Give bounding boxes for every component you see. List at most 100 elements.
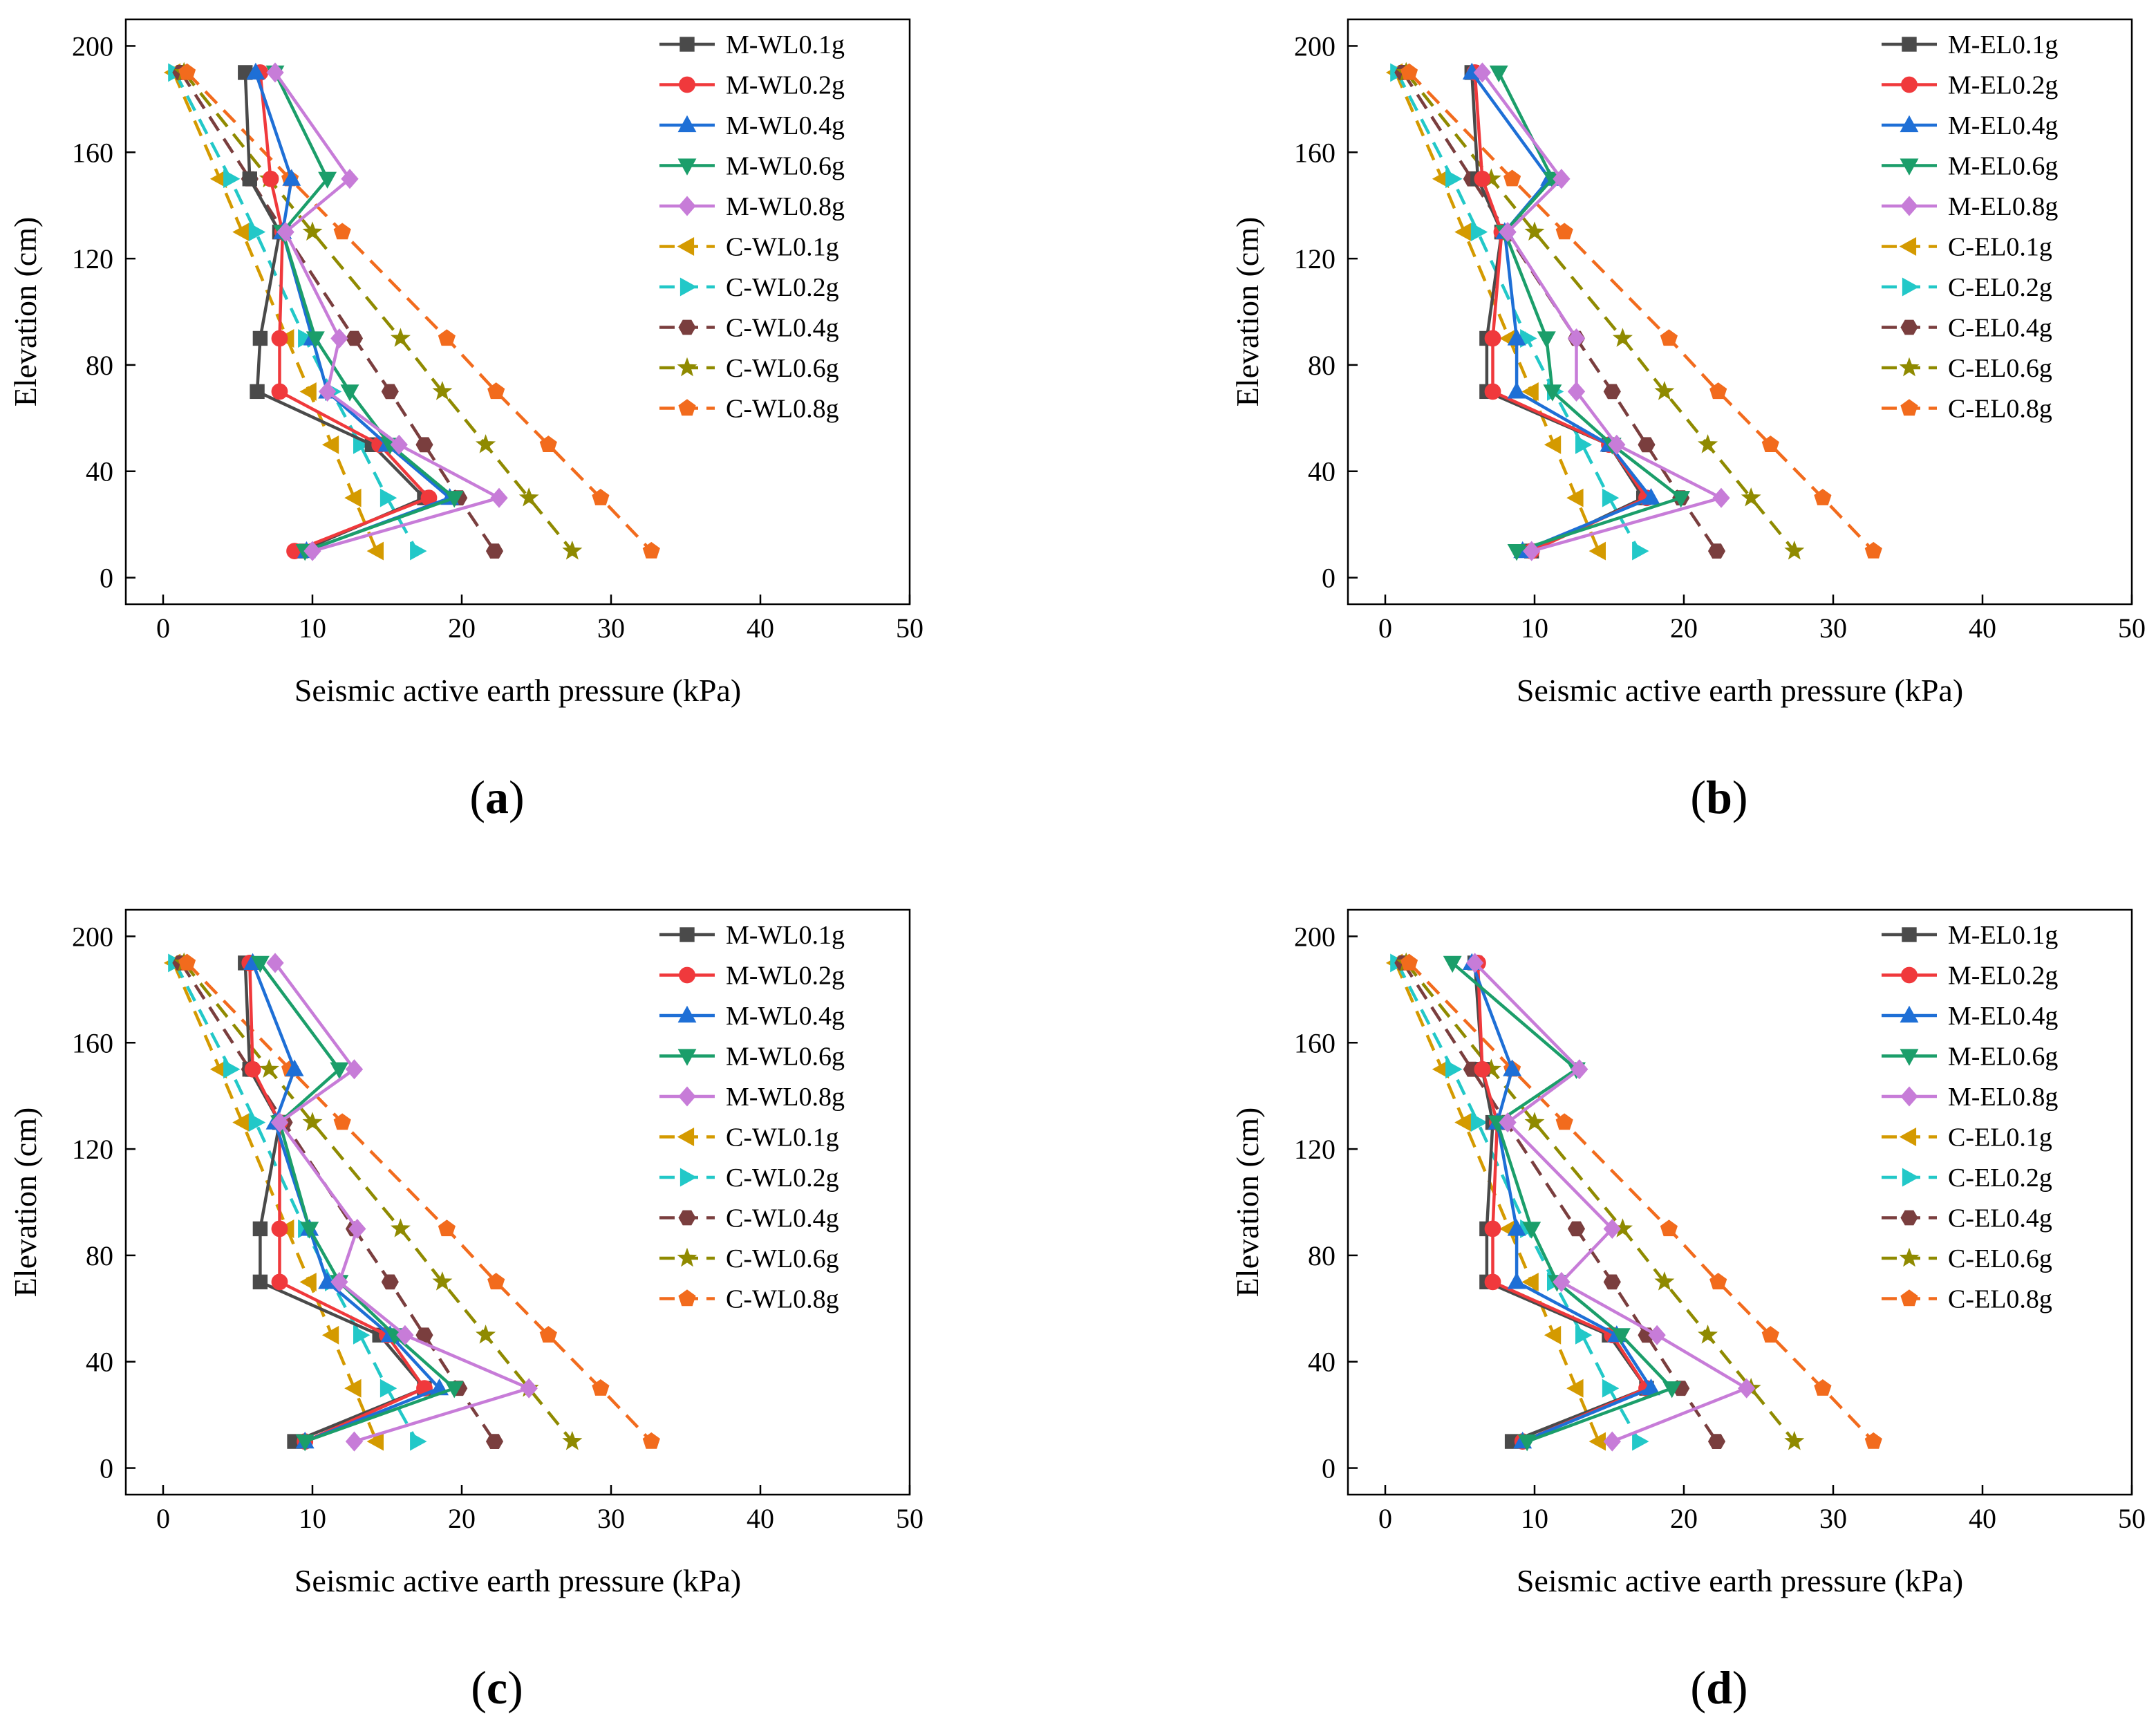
data-point (642, 1432, 660, 1449)
series-C-EL0.8g (1400, 63, 1882, 559)
series-C-EL0.4g (1394, 955, 1726, 1449)
legend-item: C-EL0.8g (1882, 1285, 2052, 1314)
legend-item: M-EL0.6g (1882, 152, 2058, 181)
data-point (1632, 541, 1649, 561)
legend-marker (1900, 115, 1919, 133)
data-point (1814, 488, 1832, 505)
data-point (1632, 1432, 1649, 1451)
data-point (642, 541, 660, 559)
legend-label: C-EL0.2g (1948, 273, 2052, 302)
legend-label: C-WL0.2g (726, 1163, 839, 1193)
data-point (318, 381, 337, 402)
legend: M-WL0.1g M-WL0.2g M-WL0.4g M-WL0.6g M-WL0.8g… (659, 30, 845, 424)
series-line (274, 962, 531, 1443)
x-tick-label: 40 (747, 613, 774, 644)
series-line (172, 962, 378, 1442)
series-line (1407, 71, 1875, 552)
data-point (1553, 169, 1571, 189)
data-point (379, 1378, 397, 1398)
data-point (366, 1432, 384, 1451)
data-point (539, 436, 557, 452)
data-point (1707, 543, 1726, 559)
legend-label: C-WL0.2g (726, 273, 839, 302)
data-point (285, 1059, 304, 1076)
y-tick-label: 0 (100, 1453, 113, 1484)
legend-item: M-WL0.2g (659, 962, 845, 991)
data-point (1567, 381, 1586, 402)
legend-label: C-WL0.8g (726, 395, 839, 424)
x-tick-label: 20 (1670, 1503, 1698, 1534)
legend-marker (1899, 357, 1920, 377)
legend-label: M-WL0.6g (726, 1043, 845, 1072)
panel-label-open: ( (1690, 771, 1706, 823)
data-point (1864, 1432, 1882, 1449)
data-point (242, 171, 257, 187)
legend-label: M-WL0.1g (726, 30, 845, 59)
data-point (539, 1326, 557, 1343)
legend-label: M-EL0.8g (1948, 1083, 2058, 1112)
legend-marker (1900, 1049, 1919, 1066)
y-tick-label: 40 (1308, 1347, 1335, 1378)
plot-frame (124, 908, 911, 1496)
legend-marker (1899, 1128, 1917, 1146)
data-point (1524, 221, 1545, 241)
data-point (266, 953, 284, 973)
y-axis-title: Elevation (cm) (1230, 217, 1265, 407)
data-point (1698, 434, 1718, 454)
data-point (248, 1113, 266, 1132)
data-point (262, 170, 279, 187)
legend-label: C-EL0.8g (1948, 1285, 2052, 1314)
data-point (1521, 382, 1539, 401)
y-tick-label: 0 (1322, 1453, 1335, 1484)
data-point (520, 1378, 538, 1399)
y-tick-label: 160 (1294, 137, 1335, 168)
legend-item: C-EL0.2g (1882, 1163, 2052, 1193)
data-point (1507, 1272, 1526, 1289)
data-point (1474, 1060, 1491, 1078)
panel-label: (c) (471, 1661, 523, 1714)
data-point (485, 1434, 504, 1449)
legend-marker (1900, 1086, 1918, 1107)
data-point (1709, 382, 1727, 400)
data-point (1544, 435, 1562, 454)
data-point (562, 1430, 583, 1450)
data-point (487, 1273, 505, 1290)
x-tick-label: 30 (597, 1503, 625, 1534)
legend-marker (677, 1049, 697, 1066)
legend-marker (677, 115, 697, 133)
legend: M-WL0.1g M-WL0.2g M-WL0.4g M-WL0.6g M-WL0.8g… (659, 921, 845, 1314)
x-axis-title: Seismic active earth pressure (kPa) (294, 673, 741, 708)
x-tick-label: 50 (896, 613, 924, 644)
y-tick-label: 80 (86, 1240, 113, 1271)
data-point (1654, 1271, 1675, 1291)
legend-marker (1901, 76, 1918, 93)
data-point (415, 1327, 433, 1343)
series-C-WL0.6g (174, 952, 583, 1450)
x-tick-label: 50 (896, 1503, 924, 1534)
legend-label: C-EL0.6g (1948, 1244, 2052, 1273)
series-line (243, 962, 426, 1443)
data-point (1484, 383, 1501, 400)
chart-panel-a: 0 10 20 30 40 50 0 40 80 120 160 200 Seismic active … (8, 18, 924, 823)
legend-label: C-EL0.6g (1948, 354, 2052, 383)
data-point (259, 1058, 279, 1078)
data-point (1761, 436, 1779, 452)
legend-item: C-EL0.8g (1882, 395, 2052, 424)
legend-label: C-EL0.8g (1948, 395, 2052, 424)
series-C-WL0.8g (178, 953, 660, 1449)
y-tick-label: 80 (1308, 350, 1335, 381)
x-tick-label: 30 (597, 613, 625, 644)
series-M-WL0.8g (266, 953, 538, 1452)
y-tick-label: 80 (86, 350, 113, 381)
data-point (321, 1325, 339, 1345)
data-point (1499, 1112, 1517, 1133)
legend-item: C-WL0.8g (659, 1285, 839, 1314)
series-line (1407, 962, 1875, 1443)
legend-marker (1900, 196, 1918, 216)
data-point (1507, 544, 1526, 561)
data-point (476, 434, 496, 454)
data-point (250, 384, 265, 400)
data-point (485, 543, 504, 559)
data-point (1602, 1378, 1620, 1398)
panel-label-open: ( (471, 1661, 487, 1714)
